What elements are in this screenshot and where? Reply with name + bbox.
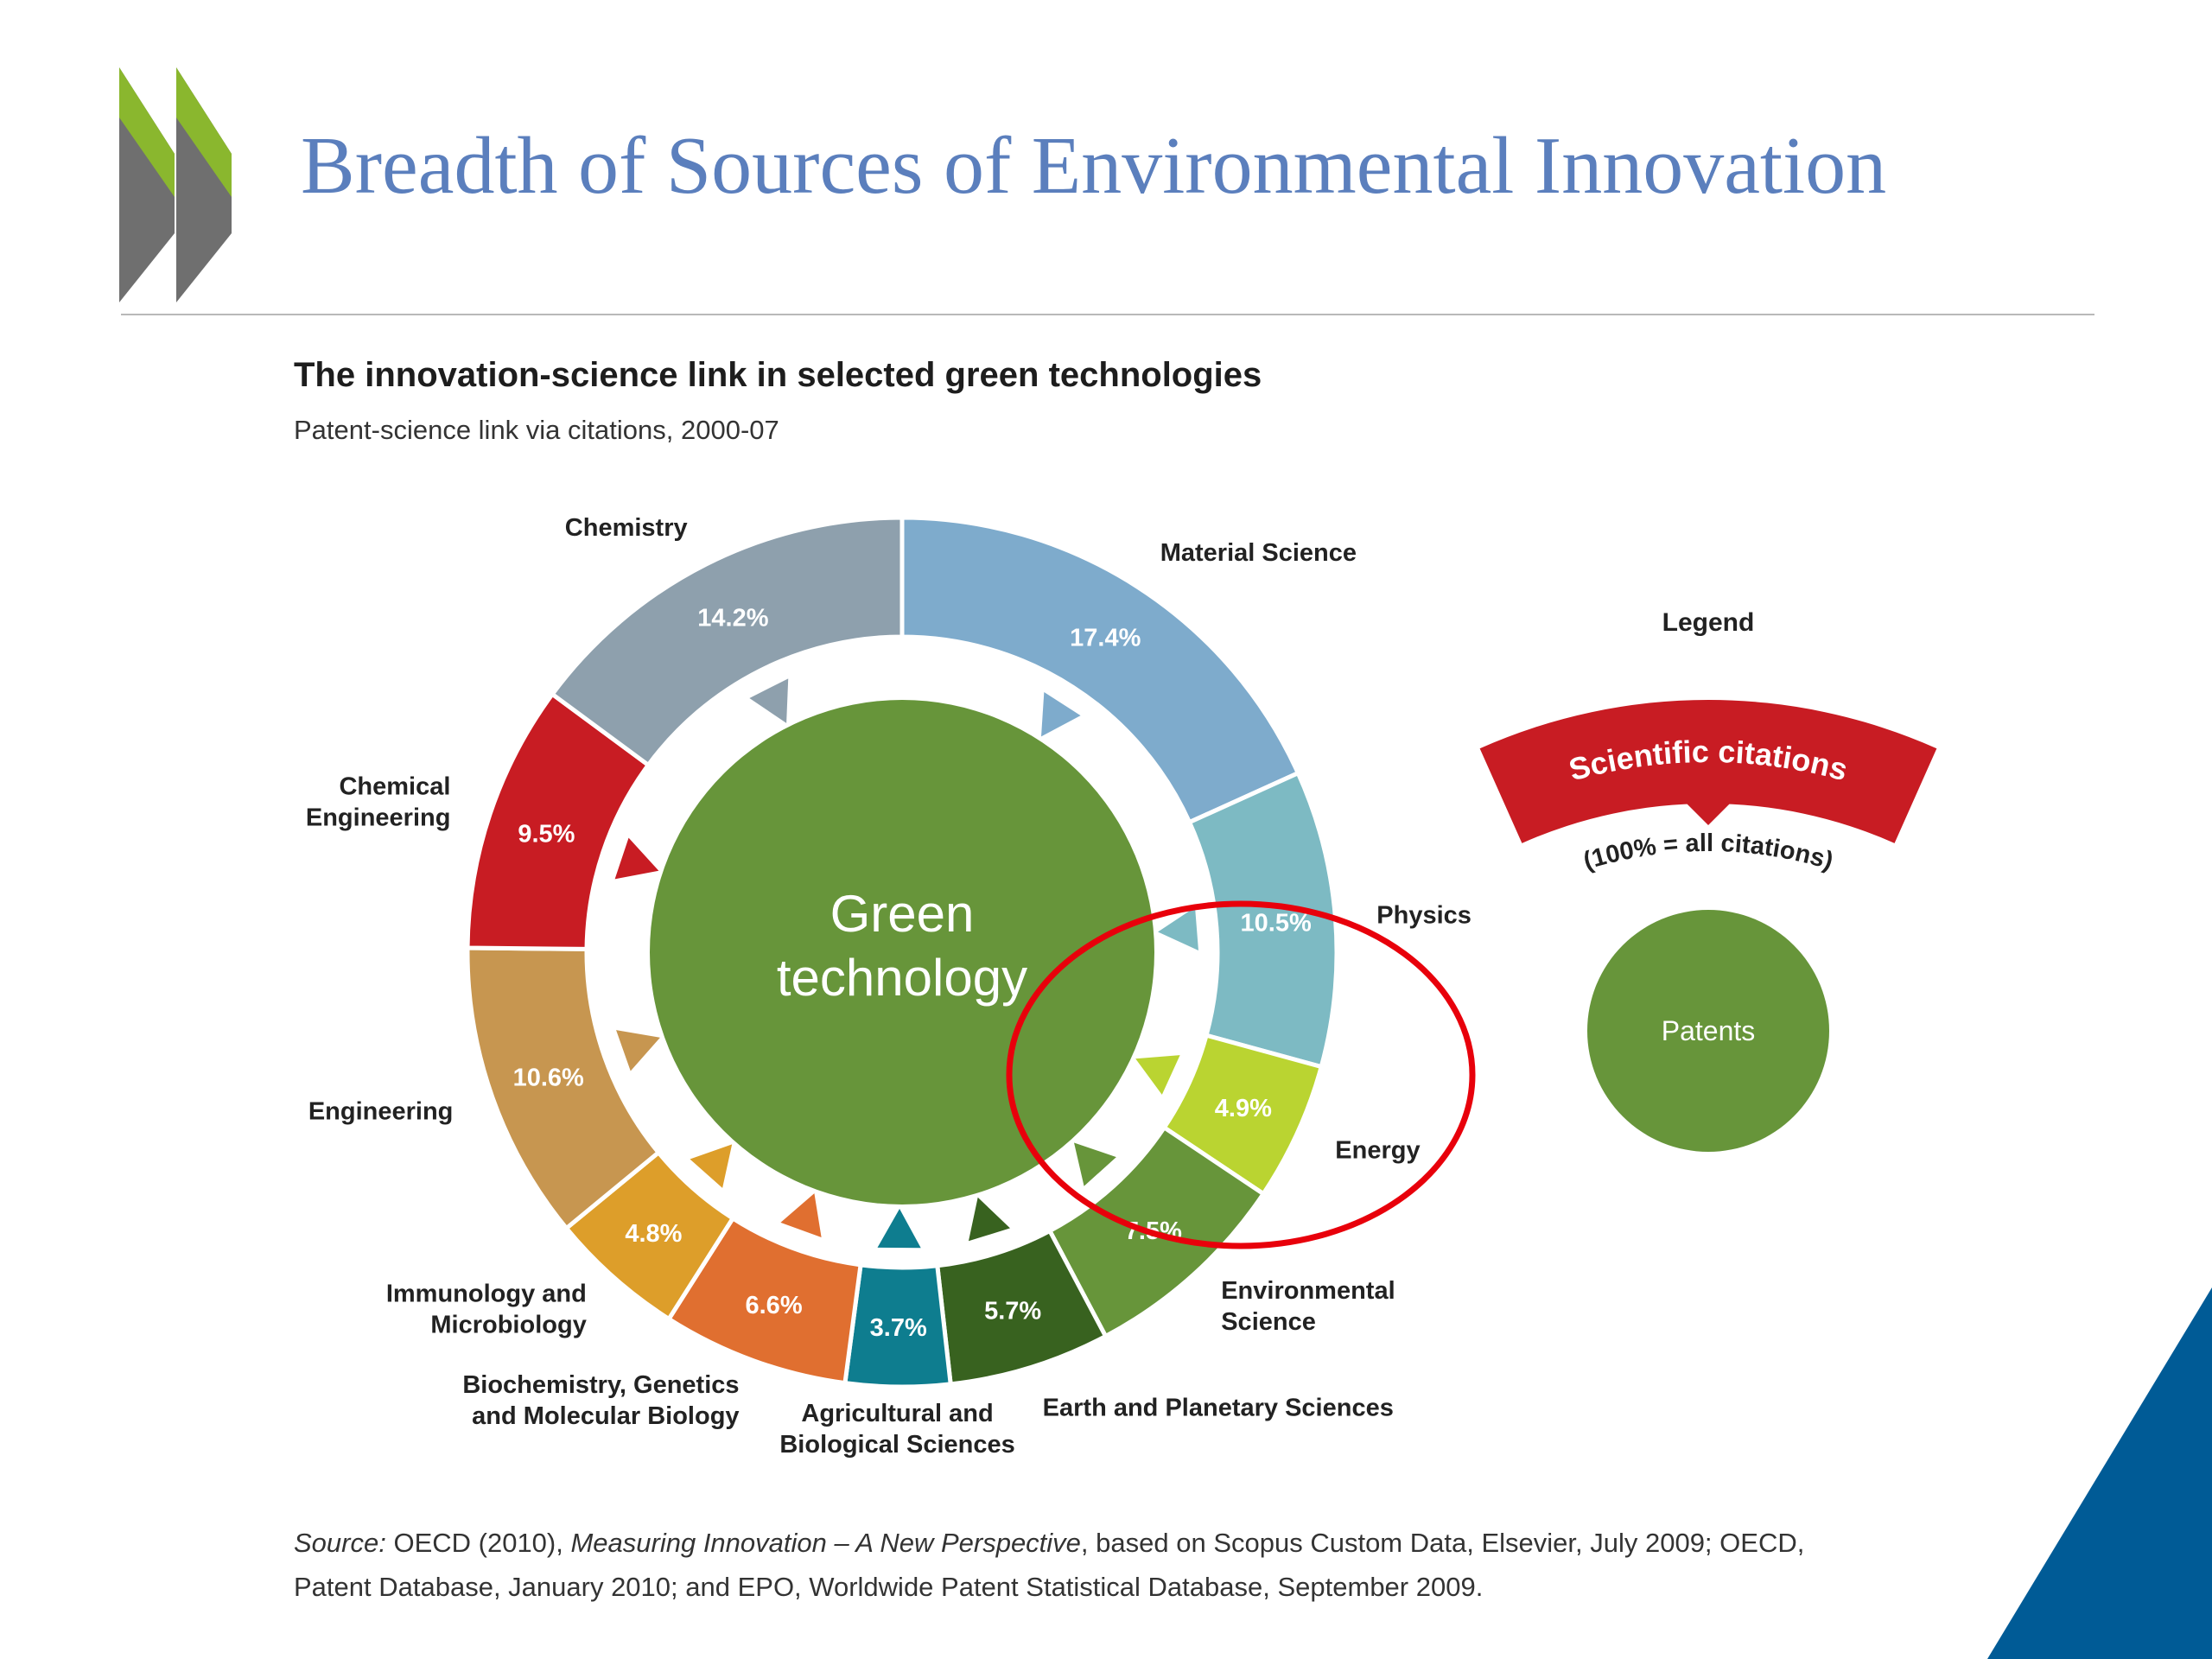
- arrow-agricultural-and-biological-sciences: [877, 1208, 921, 1249]
- value-label-physics: 10.5%: [1241, 910, 1312, 938]
- logo-chevron-left-top: [119, 67, 175, 197]
- value-label-engineering: 10.6%: [513, 1064, 584, 1091]
- source-note: Source: OECD (2010), Measuring Innovatio…: [294, 1521, 1849, 1609]
- segment-chemistry: [549, 515, 905, 768]
- category-label-earth-and-planetary-sciences: Earth and Planetary Sciences: [1043, 1394, 1394, 1421]
- arrow-engineering: [616, 1030, 660, 1071]
- arrow-biochemistry-genetics-and-molecular-biology: [780, 1193, 822, 1238]
- slide-title: Breadth of Sources of Environmental Inno…: [301, 121, 1887, 211]
- category-label-chemical-engineering: Chemical Engineering: [306, 772, 451, 831]
- center-circle: [650, 700, 1154, 1205]
- value-label-agricultural-and-biological-sciences: 3.7%: [870, 1314, 927, 1342]
- source-text-2: , based on Scopus Custom Data, Elsevier,…: [294, 1528, 1805, 1602]
- value-label-chemistry: 14.2%: [697, 605, 768, 632]
- arrow-earth-and-planetary-sciences: [968, 1197, 1010, 1242]
- donut-ring: [465, 515, 1339, 1389]
- legend-title: Legend: [1662, 608, 1755, 637]
- logo-chevron-right-top: [176, 67, 232, 197]
- segment-labels: 17.4% Material Science 10.5% Physics 4.9% Ene…: [306, 514, 1471, 1459]
- arrow-physics: [1158, 906, 1198, 951]
- legend-arrow: [1685, 802, 1732, 825]
- chart-title: The innovation-science link in selected …: [294, 356, 1262, 394]
- value-label-earth-and-planetary-sciences: 5.7%: [984, 1298, 1041, 1325]
- category-label-environmental-science: Environmental Science: [1221, 1277, 1395, 1336]
- value-label-energy: 4.9%: [1215, 1095, 1272, 1122]
- category-label-material-science: Material Science: [1160, 539, 1357, 567]
- source-text-1: OECD (2010),: [385, 1528, 571, 1558]
- legend-note: (100% = all citations): [1580, 830, 1836, 875]
- value-label-chemical-engineering: 9.5%: [518, 820, 575, 848]
- category-label-energy: Energy: [1335, 1137, 1420, 1165]
- oecd-chevron-logo: [119, 67, 232, 302]
- category-label-immunology-and-microbiology: Immunology and Microbiology: [386, 1281, 587, 1339]
- source-prefix: Source:: [294, 1528, 386, 1558]
- category-label-biochemistry-genetics-and-molecular-biology: Biochemistry, Genetics and Molecular Biol…: [462, 1371, 739, 1430]
- title-divider: [121, 314, 2094, 315]
- value-label-immunology-and-microbiology: 4.8%: [625, 1220, 682, 1248]
- legend-patents-circle: [1587, 910, 1829, 1152]
- arrow-chemical-engineering: [614, 837, 659, 880]
- corner-accent: [1987, 1287, 2212, 1659]
- citation-arrows: [614, 678, 1198, 1249]
- arrow-energy: [1135, 1055, 1180, 1095]
- highlight-ellipse: [1006, 900, 1476, 1249]
- category-label-physics: Physics: [1376, 901, 1471, 929]
- arrow-chemistry: [749, 678, 789, 723]
- arrow-material-science: [1041, 691, 1081, 737]
- arrow-environmental-science: [1074, 1142, 1116, 1186]
- value-label-material-science: 17.4%: [1070, 624, 1141, 652]
- center-label: Green technology: [777, 885, 1027, 1007]
- category-label-chemistry: Chemistry: [565, 514, 688, 542]
- category-label-engineering: Engineering: [308, 1097, 454, 1125]
- arrow-immunology-and-microbiology: [690, 1144, 733, 1188]
- chart-subtitle: Patent-science link via citations, 2000-…: [294, 415, 779, 445]
- source-publication: Measuring Innovation – A New Perspective: [570, 1528, 1081, 1558]
- legend-citations-band: [1479, 699, 1937, 843]
- category-label-agricultural-and-biological-sciences: Agricultural and Biological Sciences: [779, 1400, 1014, 1459]
- legend-patents-label: Patents: [1662, 1015, 1756, 1046]
- value-label-biochemistry-genetics-and-molecular-biology: 6.6%: [746, 1292, 803, 1319]
- center-label-line: technology: [777, 949, 1027, 1007]
- center-label-line: Green: [830, 885, 975, 943]
